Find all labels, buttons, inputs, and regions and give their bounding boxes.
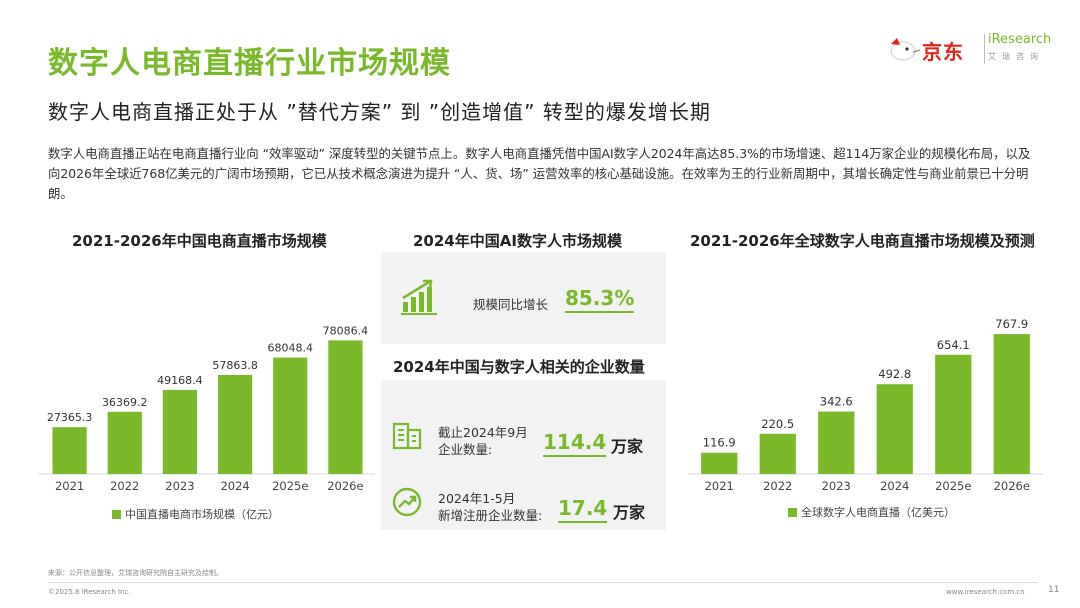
- iresearch-logo-text: iResearch: [988, 32, 1052, 47]
- enterprise-count-card: 截止2024年9月 企业数量: 114.4 万家 2024年1-5月 新增注册企…: [381, 380, 666, 530]
- x-tick-2021: 2021: [705, 479, 734, 493]
- china-ecommerce-live-chart: 27365.3 2021 36369.2 2022 49168.4 2023 57863.8…: [38, 324, 375, 493]
- enterprise-total-value: 114.4: [543, 430, 607, 457]
- bar-chart-growth-icon: [401, 279, 437, 315]
- page-subtitle: 数字人电商直播正处于从 ”替代方案” 到 ”创造增值” 转型的爆发增长期: [48, 100, 711, 124]
- enterprise-new-unit: 万家: [613, 503, 646, 522]
- ai-market-card: 规模同比增长 85.3%: [381, 252, 666, 344]
- bar-2021: [701, 452, 738, 474]
- bar-2026e: [328, 340, 363, 474]
- data-label-2025e: 654.1: [937, 338, 970, 352]
- x-tick-2022: 2022: [110, 479, 139, 493]
- left-chart-title: 2021-2026年中国电商直播市场规模: [72, 232, 327, 250]
- bar-2021: [52, 427, 87, 474]
- data-label-2026e: 78086.4: [323, 324, 369, 337]
- jd-dog-icon: [890, 38, 921, 61]
- right-chart-legend: 全球数字人电商直播（亿美元）: [788, 504, 955, 520]
- enterprise-total-unit: 万家: [611, 437, 644, 456]
- x-tick-2026e: 2026e: [327, 479, 363, 493]
- ai-market-title: 2024年中国AI数字人市场规模: [413, 232, 622, 250]
- bar-2022: [107, 411, 142, 474]
- ai-growth-value: 85.3%: [565, 286, 635, 313]
- right-chart-title: 2021-2026年全球数字人电商直播市场规模及预测: [690, 232, 1035, 250]
- bar-2023: [818, 411, 855, 474]
- x-tick-2021: 2021: [55, 479, 84, 493]
- website-link[interactable]: www.iresearch.com.cn: [946, 588, 1025, 596]
- legend-swatch: [112, 510, 121, 519]
- enterprise-total-label-line2: 企业数量:: [438, 442, 493, 457]
- enterprise-new-label-line2: 新增注册企业数量:: [438, 508, 543, 523]
- data-label-2024: 492.8: [878, 367, 911, 381]
- jd-logo-text: 京东: [922, 40, 964, 64]
- legend-swatch: [788, 508, 797, 517]
- data-label-2024: 57863.8: [212, 359, 257, 372]
- global-digital-human-live-chart: 116.9 2021 220.5 2022 342.6 2023 492.8 2024 654.…: [688, 317, 1043, 493]
- x-tick-2025e: 2025e: [272, 479, 308, 493]
- data-label-2021: 116.9: [703, 436, 736, 450]
- logo-divider: [984, 34, 985, 64]
- bar-2022: [759, 433, 796, 474]
- data-label-2023: 342.6: [820, 395, 853, 409]
- left-chart-legend: 中国直播电商市场规模（亿元）: [112, 506, 279, 522]
- bar-2023: [162, 389, 198, 474]
- left-legend-label: 中国直播电商市场规模（亿元）: [125, 508, 279, 521]
- footer-divider: [48, 582, 1038, 583]
- x-tick-2024: 2024: [220, 479, 249, 493]
- data-label-2023: 49168.4: [157, 374, 203, 387]
- iresearch-logo: iResearch 艾瑞咨询: [988, 32, 1068, 72]
- x-tick-2023: 2023: [165, 479, 194, 493]
- bar-2024: [876, 384, 913, 474]
- bar-2026e: [993, 334, 1030, 474]
- x-tick-2025e: 2025e: [935, 479, 971, 493]
- iresearch-logo-subtext: 艾瑞咨询: [988, 52, 1044, 61]
- jd-logo: 京东: [886, 32, 982, 66]
- copyright: ©2025.8 iResearch Inc.: [48, 588, 131, 596]
- data-label-2026e: 767.9: [995, 317, 1028, 331]
- intro-paragraph: 数字人电商直播正站在电商直播行业向 “效率驱动” 深度转型的关键节点上。数字人电…: [48, 146, 1031, 201]
- enterprise-count-title: 2024年中国与数字人相关的企业数量: [393, 358, 645, 376]
- trend-up-circle-icon: [392, 487, 422, 517]
- building-icon: [392, 422, 422, 450]
- bar-2024: [217, 374, 253, 474]
- enterprise-new-label-line1: 2024年1-5月: [438, 491, 516, 506]
- x-tick-2026e: 2026e: [994, 479, 1030, 493]
- enterprise-total-label-line1: 截止2024年9月: [438, 425, 528, 440]
- source-note: 来源：公开信息整理，艾瑞咨询研究院自主研究及绘制。: [48, 569, 223, 577]
- x-tick-2022: 2022: [763, 479, 792, 493]
- x-tick-2024: 2024: [880, 479, 909, 493]
- data-label-2022: 220.5: [761, 417, 794, 431]
- data-label-2021: 27365.3: [47, 411, 93, 424]
- bar-2025e: [935, 354, 972, 474]
- right-legend-label: 全球数字人电商直播（亿美元）: [801, 506, 955, 519]
- page-number: 11: [1048, 585, 1060, 595]
- enterprise-new-value: 17.4: [558, 496, 608, 523]
- data-label-2025e: 68048.4: [268, 342, 314, 355]
- data-label-2022: 36369.2: [102, 396, 148, 409]
- ai-growth-label: 规模同比增长: [473, 297, 549, 312]
- page-title: 数字人电商直播行业市场规模: [48, 46, 451, 81]
- x-tick-2023: 2023: [822, 479, 851, 493]
- bar-2025e: [273, 357, 308, 474]
